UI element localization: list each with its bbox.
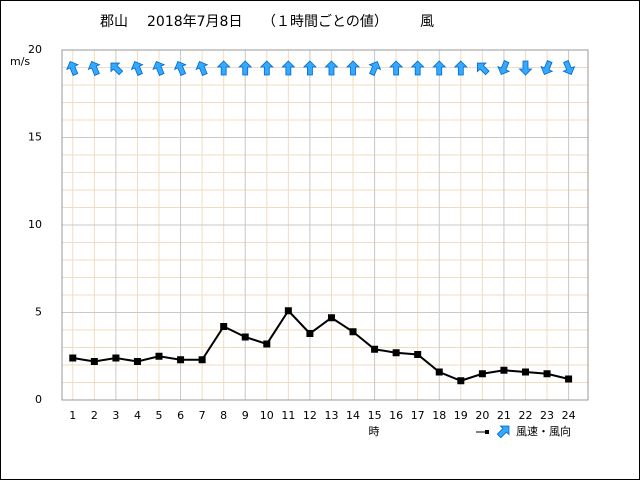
direction-arrow	[87, 61, 101, 76]
direction-arrow	[368, 61, 382, 76]
x-tick-label: 3	[112, 409, 119, 422]
direction-arrow	[302, 60, 317, 76]
direction-arrow	[477, 62, 490, 76]
speed-marker	[284, 307, 292, 315]
direction-arrow	[110, 62, 124, 76]
chart-date: 2018年7月8日	[147, 14, 242, 30]
x-tick-label: 6	[177, 409, 184, 422]
speed-marker	[478, 370, 486, 378]
speed-marker	[543, 370, 551, 378]
speed-marker	[177, 356, 185, 364]
direction-arrow	[432, 60, 447, 76]
speed-marker	[457, 377, 465, 385]
direction-arrow	[152, 61, 166, 76]
speed-line	[72, 309, 569, 382]
direction-arrow	[562, 60, 576, 75]
x-tick-label: 12	[303, 409, 317, 422]
speed-marker	[133, 358, 141, 365]
x-tick-label: 8	[220, 409, 227, 422]
direction-arrow	[259, 60, 274, 76]
speed-marker	[241, 333, 249, 341]
x-tick-label: 19	[454, 409, 468, 422]
direction-arrow	[453, 60, 468, 76]
x-tick-label: 20	[475, 409, 489, 422]
speed-marker	[306, 330, 314, 337]
y-axis-label: m/s	[10, 55, 30, 68]
direction-arrow	[216, 60, 231, 76]
direction-arrow	[281, 60, 296, 76]
x-tick-label: 13	[324, 409, 338, 422]
direction-arrow	[173, 61, 187, 76]
speed-marker	[155, 352, 163, 360]
speed-marker	[371, 345, 379, 353]
speed-marker	[500, 366, 508, 374]
x-tick-label: 9	[242, 409, 249, 422]
speed-marker	[435, 368, 443, 376]
legend-arrow	[496, 425, 510, 439]
legend-label: 風速・風向	[516, 424, 571, 438]
speed-marker	[220, 323, 228, 330]
x-tick-label: 24	[562, 409, 576, 422]
chart-title: 郡山	[100, 14, 128, 30]
direction-arrow	[130, 61, 144, 76]
speed-marker	[263, 340, 271, 348]
x-tick-label: 2	[91, 409, 98, 422]
x-tick-label: 17	[411, 409, 425, 422]
x-tick-label: 11	[281, 409, 295, 422]
y-tick-label: 0	[35, 393, 42, 406]
x-tick-label: 7	[199, 409, 206, 422]
speed-marker	[112, 354, 120, 362]
plot-border	[61, 49, 589, 401]
y-tick-label: 20	[28, 43, 42, 56]
speed-marker	[349, 328, 357, 336]
x-tick-label: 4	[134, 409, 141, 422]
speed-marker	[327, 314, 335, 322]
speed-marker	[521, 368, 529, 376]
x-tick-label: 18	[432, 409, 446, 422]
chart-subtitle: （１時間ごとの値）	[262, 14, 388, 30]
y-tick-label: 15	[28, 131, 42, 144]
legend-marker	[485, 430, 489, 434]
direction-arrow	[518, 60, 533, 76]
x-tick-label: 14	[346, 409, 360, 422]
legend: 風速・風向	[476, 424, 571, 439]
speed-marker	[414, 351, 422, 358]
speed-marker	[69, 354, 77, 362]
x-tick-label: 10	[260, 409, 274, 422]
direction-arrow	[195, 61, 209, 76]
direction-arrow	[346, 60, 360, 76]
x-tick-label: 15	[368, 409, 382, 422]
speed-marker	[90, 358, 98, 365]
direction-arrow	[410, 60, 425, 76]
y-tick-label: 10	[28, 218, 42, 231]
speed-marker	[392, 349, 400, 357]
y-tick-label: 5	[35, 306, 42, 319]
direction-arrow	[497, 60, 511, 75]
x-tick-label: 21	[497, 409, 511, 422]
chart-element: 風	[420, 14, 434, 30]
direction-arrow	[324, 60, 339, 76]
direction-arrow	[389, 60, 404, 76]
x-tick-label: 5	[156, 409, 163, 422]
direction-arrow	[238, 60, 253, 76]
x-tick-label: 22	[518, 409, 532, 422]
x-tick-label: 1	[69, 409, 76, 422]
speed-marker	[565, 375, 573, 383]
speed-marker	[198, 356, 206, 364]
x-tick-label: 23	[540, 409, 554, 422]
x-axis-label: 時	[369, 425, 380, 438]
direction-arrow	[66, 61, 79, 76]
direction-arrow	[540, 60, 554, 75]
x-tick-label: 16	[389, 409, 403, 422]
